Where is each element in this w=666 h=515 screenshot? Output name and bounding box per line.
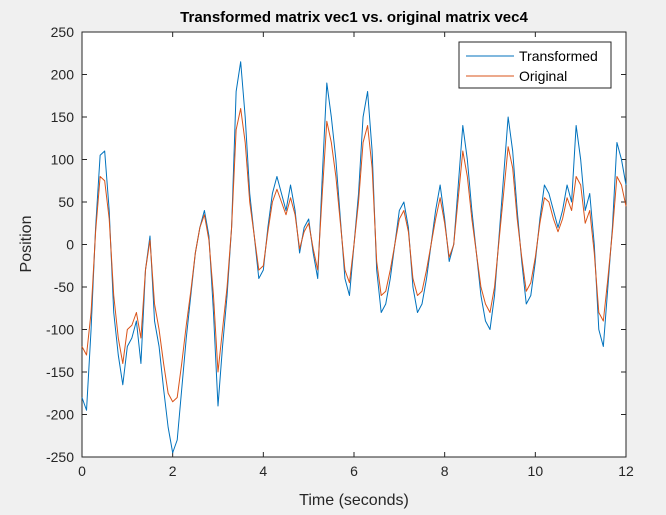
y-axis-label: Position [18,216,35,273]
y-tick-label: 50 [58,194,74,210]
axis-ticks: 0 2 4 6 8 10 12 -250 -200 -150 -100 -50 0 50 100 150 200… [46,24,634,479]
y-tick-label: 200 [51,67,75,83]
x-tick-label: 4 [259,463,267,479]
x-tick-label: 12 [618,463,634,479]
x-tick-label: 8 [441,463,449,479]
legend-label: Original [519,68,567,84]
series-lines [81,61,627,454]
y-tick-label: 250 [51,24,75,40]
y-tick-label: -150 [46,364,74,380]
x-tick-label: 0 [78,463,86,479]
y-tick-label: -250 [46,449,74,465]
legend-label: Transformed [519,48,598,64]
x-axis-label: Time (seconds) [299,492,409,509]
x-tick-label: 10 [528,463,544,479]
x-tick-label: 2 [169,463,177,479]
chart-title: Transformed matrix vec1 vs. original mat… [180,9,528,26]
series-line-original [81,108,627,403]
y-tick-label: -100 [46,322,74,338]
legend-box [458,41,612,89]
y-tick-label: -200 [46,407,74,423]
y-tick-label: 150 [51,109,75,125]
x-tick-label: 6 [350,463,358,479]
y-tick-label: 100 [51,152,75,168]
y-tick-label: -50 [54,279,74,295]
legend: Transformed Original [458,41,612,89]
y-tick-label: 0 [66,237,74,253]
